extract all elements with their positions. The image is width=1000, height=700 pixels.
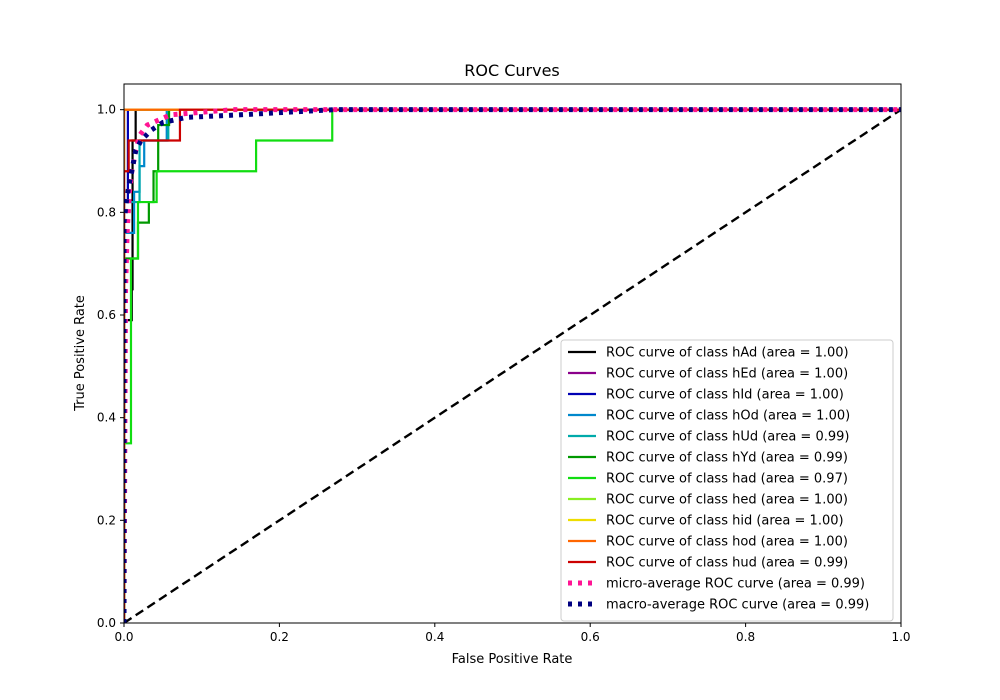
x-axis: 0.0 0.2 0.4 0.6 0.8 1.0 (114, 623, 911, 644)
legend-entry-label: micro-average ROC curve (area = 0.99) (606, 577, 865, 592)
legend-entry-label: ROC curve of class hud (area = 0.99) (606, 556, 848, 571)
legend: ROC curve of class hAd (area = 1.00) ROC … (560, 339, 894, 622)
y-tick-label: 1.0 (97, 103, 116, 117)
legend-entry-label: ROC curve of class hAd (area = 1.00) (606, 346, 849, 361)
legend-entry-label: ROC curve of class hYd (area = 0.99) (606, 451, 848, 466)
legend-entry-label: ROC curve of class hid (area = 1.00) (606, 514, 844, 529)
legend-box (560, 339, 894, 622)
legend-entry-label: macro-average ROC curve (area = 0.99) (606, 598, 869, 613)
x-axis-label: False Positive Rate (452, 652, 573, 667)
x-tick-label: 0.2 (270, 630, 289, 644)
y-axis: 0.0 0.2 0.4 0.6 0.8 1.0 (97, 103, 124, 630)
x-tick-label: 1.0 (891, 630, 910, 644)
legend-entry-label: ROC curve of class hod (area = 1.00) (606, 535, 848, 550)
y-tick-label: 0.2 (97, 513, 116, 527)
y-tick-label: 0.0 (97, 616, 116, 630)
roc-series-12 (124, 107, 901, 623)
roc-series-10 (124, 108, 901, 623)
roc-series-11 (124, 107, 901, 623)
roc-series-6 (124, 108, 901, 623)
y-tick-label: 0.8 (97, 205, 116, 219)
x-tick-label: 0.4 (425, 630, 444, 644)
plot-frame (123, 83, 902, 624)
legend-entry-label: ROC curve of class hId (area = 1.00) (606, 388, 844, 403)
legend-entry-label: ROC curve of class had (area = 0.97) (606, 472, 848, 487)
legend-entry-label: ROC curve of class hUd (area = 0.99) (606, 430, 849, 445)
legend-entry-label: ROC curve of class hOd (area = 1.00) (606, 409, 850, 424)
chart-title: ROC Curves (464, 61, 560, 80)
x-tick-label: 0.0 (114, 630, 133, 644)
chance-diagonal-line (124, 108, 901, 623)
curves-layer (124, 107, 901, 623)
legend-entry-label: ROC curve of class hed (area = 1.00) (606, 493, 848, 508)
y-tick-label: 0.6 (97, 308, 116, 322)
y-tick-label: 0.4 (97, 411, 116, 425)
legend-entry-label: ROC curve of class hEd (area = 1.00) (606, 367, 848, 382)
x-tick-label: 0.6 (581, 630, 600, 644)
y-axis-label: True Positive Rate (73, 295, 88, 412)
x-tick-label: 0.8 (736, 630, 755, 644)
